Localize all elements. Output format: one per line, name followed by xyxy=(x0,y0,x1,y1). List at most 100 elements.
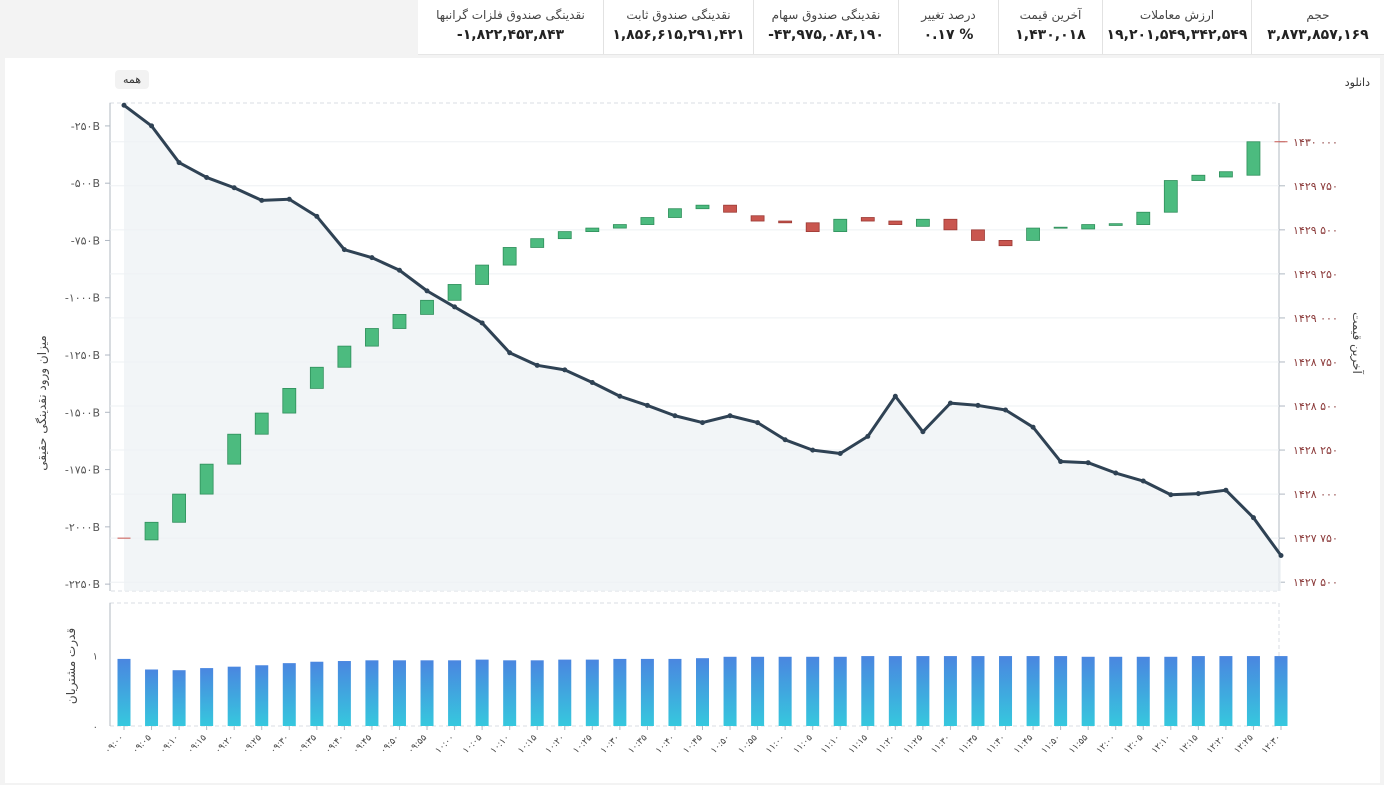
candle xyxy=(1081,224,1096,230)
buyer-power-bar xyxy=(916,656,930,726)
stat-label: نقدینگی صندوق سهام xyxy=(771,8,881,22)
buyer-power-bar xyxy=(1136,656,1150,726)
buyer-power-bar xyxy=(1246,656,1260,726)
range-all-button[interactable]: همه xyxy=(115,70,150,89)
inflow-point xyxy=(1003,407,1009,413)
right-tick-label: ۱۴۲۹ ۵۰۰ xyxy=(1293,224,1338,237)
candle xyxy=(695,204,710,210)
x-tick-label: ۱۰:۴۰ xyxy=(654,733,677,756)
candle xyxy=(502,247,517,266)
buyer-power-bar xyxy=(888,656,902,726)
right-tick-label: ۱۴۲۷ ۷۵۰ xyxy=(1293,532,1338,545)
candle xyxy=(309,366,324,389)
inflow-point xyxy=(341,247,347,253)
candle xyxy=(723,204,737,213)
x-tick-label: ۱۲:۰۰ xyxy=(1095,733,1118,756)
buyer-power-bar xyxy=(778,656,792,726)
x-tick-label: ۱۱:۲۰ xyxy=(875,733,898,756)
x-tick-label: ۱۱:۳۰ xyxy=(930,733,953,756)
inflow-point xyxy=(672,413,678,419)
candle xyxy=(447,284,462,301)
candle xyxy=(971,229,985,241)
buyer-power-bar xyxy=(971,656,985,726)
x-tick-label: ۱۰:۳۰ xyxy=(599,733,622,756)
x-tick-label: ۱۰:۵۵ xyxy=(737,733,760,756)
download-button[interactable]: دانلود xyxy=(1344,76,1370,89)
left-tick-label: -۵۰۰B xyxy=(71,177,100,190)
candle xyxy=(998,240,1013,247)
buyer-power-bar xyxy=(833,656,847,726)
inflow-point xyxy=(727,413,733,419)
candle xyxy=(199,463,214,495)
inflow-point xyxy=(452,304,458,310)
candle xyxy=(805,222,820,233)
buyer-power-bar xyxy=(861,656,875,726)
buyer-power-bar xyxy=(1164,656,1178,726)
stat-value: ۱,۴۳۰,۰۱۸ xyxy=(1015,27,1086,43)
candle xyxy=(420,299,434,315)
buyer-power-bar xyxy=(420,660,434,726)
right-tick-label: ۱۴۲۹ ۰۰۰ xyxy=(1293,312,1338,325)
buyer-power-bar xyxy=(585,659,599,726)
right-tick-label: ۱۴۳۰ ۰۰۰ xyxy=(1293,136,1338,149)
x-tick-label: ۱۱:۳۵ xyxy=(957,733,980,756)
buyer-power-tick: ۱ xyxy=(93,651,98,662)
x-tick-label: ۰۹:۲۵ xyxy=(241,733,264,756)
buyer-power-bar xyxy=(723,656,737,726)
buyer-power-bar xyxy=(530,660,544,726)
inflow-point xyxy=(1140,478,1146,484)
buyer-power-bar xyxy=(613,658,627,726)
left-tick-label: -۱۷۵۰B xyxy=(65,464,100,477)
inflow-point xyxy=(837,451,843,457)
x-tick-label: ۰۹:۵۰ xyxy=(379,733,402,756)
inflow-point xyxy=(755,420,761,426)
inflow-point xyxy=(892,393,898,399)
x-tick-label: ۰۹:۱۵ xyxy=(186,733,209,756)
buyer-power-bar xyxy=(337,661,351,726)
buyer-power-tick: ۰ xyxy=(93,722,98,733)
inflow-point xyxy=(286,196,292,202)
candle xyxy=(612,224,627,229)
inflow-point xyxy=(1278,552,1284,558)
left-tick-label: -۱۲۵۰B xyxy=(65,349,100,362)
stat-value: ۱,۸۵۶,۶۱۵,۲۹۱,۴۲۱ xyxy=(612,27,745,43)
candle xyxy=(833,218,848,233)
x-tick-label: ۱۰:۴۵ xyxy=(682,733,705,756)
candle xyxy=(1246,141,1261,176)
inflow-point xyxy=(176,160,182,166)
inflow-point xyxy=(1113,470,1119,476)
candle xyxy=(1026,227,1040,241)
x-tick-label: ۰۹:۲۰ xyxy=(213,733,236,756)
inflow-point xyxy=(314,213,320,219)
candle xyxy=(1163,180,1178,213)
candle xyxy=(585,227,600,233)
x-tick-label: ۱۲:۱۵ xyxy=(1178,733,1201,756)
x-tick-label: ۱۲:۲۵ xyxy=(1233,733,1256,756)
candle xyxy=(365,328,379,347)
candle xyxy=(1191,174,1206,181)
candle xyxy=(640,217,655,225)
left-tick-label: -۱۰۰۰B xyxy=(65,292,100,305)
stat-3: درصد تغییر ۰.۱۷ % xyxy=(898,0,998,54)
buyer-power-bar xyxy=(503,660,517,726)
left-tick-label: -۲۰۰۰B xyxy=(65,521,100,534)
stat-label: ارزش معاملات xyxy=(1139,8,1215,22)
inflow-point xyxy=(947,400,953,406)
stat-5: نقدینگی صندوق ثابت ۱,۸۵۶,۶۱۵,۲۹۱,۴۲۱ xyxy=(603,0,753,54)
candle xyxy=(254,412,269,435)
x-tick-label: ۱۱:۲۵ xyxy=(902,733,925,756)
x-tick-label: ۰۹:۰۰ xyxy=(103,733,126,756)
x-tick-label: ۱۰:۰۵ xyxy=(461,733,484,756)
inflow-point xyxy=(920,429,926,435)
x-tick-label: ۱۲:۱۰ xyxy=(1150,733,1173,756)
buyer-power-bar xyxy=(227,666,241,726)
candle xyxy=(750,215,765,222)
stat-4: نقدینگی صندوق سهام -۴۳,۹۷۵,۰۸۴,۱۹۰ xyxy=(753,0,898,54)
x-tick-label: ۱۰:۳۵ xyxy=(627,733,650,756)
inflow-point xyxy=(149,123,155,129)
buyer-power-bar xyxy=(1081,656,1095,726)
x-tick-label: ۰۹:۴۰ xyxy=(324,733,347,756)
inflow-point xyxy=(534,362,540,368)
candle xyxy=(1136,211,1151,225)
x-tick-label: ۱۱:۱۵ xyxy=(847,733,870,756)
